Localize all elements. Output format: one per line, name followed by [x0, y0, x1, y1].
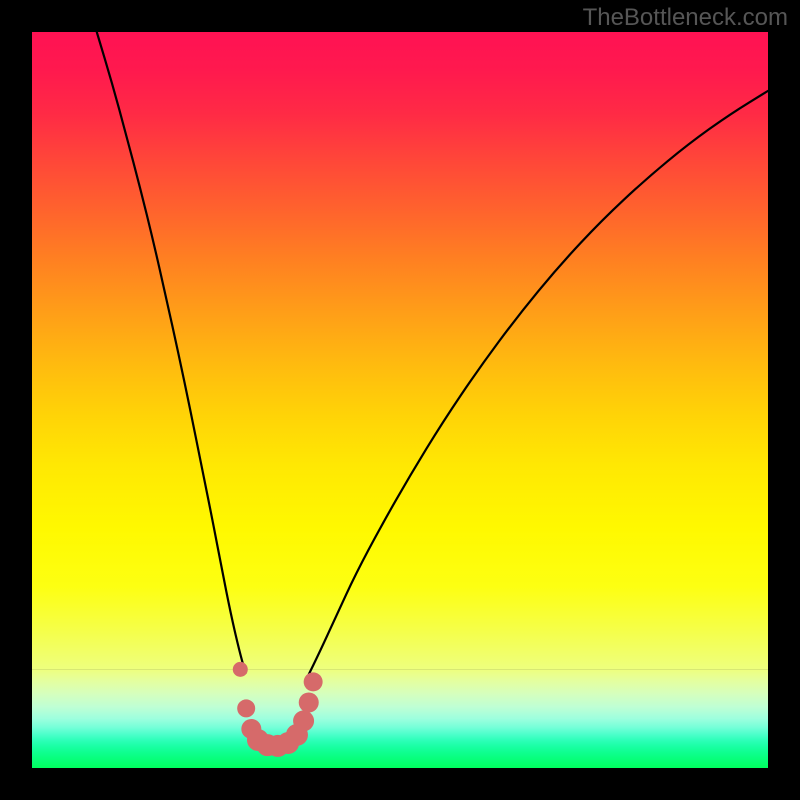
valley-marker-7	[293, 710, 314, 731]
valley-marker-9	[304, 672, 323, 691]
valley-marker-detached	[233, 662, 248, 677]
gradient-band-lower	[32, 669, 768, 768]
plot-area	[32, 32, 768, 768]
figure-root: TheBottleneck.com	[0, 0, 800, 800]
watermark-text: TheBottleneck.com	[583, 4, 788, 32]
gradient-band-upper	[32, 32, 768, 669]
valley-marker-0	[237, 699, 255, 717]
chart-svg	[32, 32, 768, 768]
valley-marker-8	[299, 693, 319, 713]
